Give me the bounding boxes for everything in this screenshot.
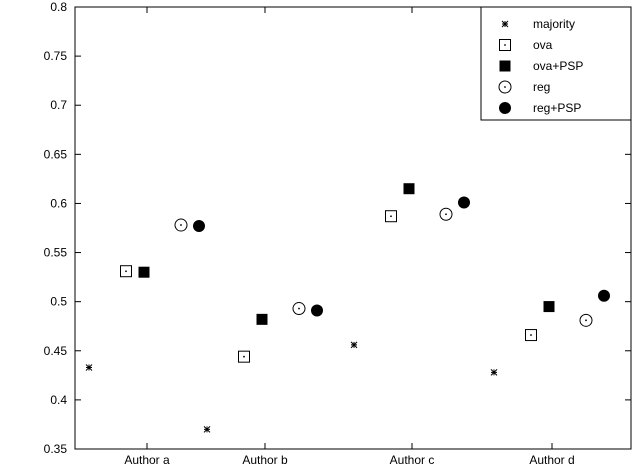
point-reg-psp [598, 289, 610, 302]
legend-marker-reg-psp [499, 102, 511, 114]
point-majority [490, 369, 498, 376]
y-tick-label: 0.5 [50, 295, 67, 309]
point-ova-psp [403, 183, 415, 195]
point-reg-psp [458, 196, 470, 209]
y-tick-label: 0.4 [50, 393, 67, 407]
y-tick-label: 0.45 [44, 344, 68, 358]
x-tick-label: Author c [390, 453, 435, 467]
point-ova [385, 210, 397, 223]
y-tick-label: 0.6 [50, 196, 67, 210]
legend-marker-majority [501, 20, 509, 28]
y-tick-label: 0.65 [44, 147, 68, 161]
x-axis: Author a Author b Author c Author d [124, 7, 575, 467]
point-majority [85, 364, 93, 371]
data-marks [85, 183, 610, 433]
y-tick-label: 0.75 [44, 49, 68, 63]
legend-marker-ova-psp [499, 60, 511, 72]
y-tick-label: 0.35 [44, 442, 68, 456]
point-ova [120, 265, 132, 278]
point-majority [350, 341, 358, 349]
legend-label: majority [533, 17, 575, 31]
point-reg-psp [193, 220, 205, 233]
y-tick-label: 0.7 [50, 98, 67, 112]
point-reg [579, 313, 593, 327]
point-reg-psp [311, 304, 323, 317]
x-tick-label: Author a [124, 453, 170, 467]
point-ova [525, 329, 537, 342]
x-tick-label: Author b [242, 453, 288, 467]
y-axis: 0.35 0.4 0.45 0.5 0.55 0.6 0.65 0.7 0.75 0.8 [44, 0, 631, 456]
legend-label: ova [533, 38, 553, 52]
y-tick-label: 0.8 [50, 0, 67, 14]
point-reg [292, 302, 306, 316]
legend-label: reg+PSP [533, 101, 581, 115]
legend-label: reg [533, 80, 550, 94]
point-ova-psp [543, 301, 555, 313]
legend-marker-ova [499, 39, 511, 51]
point-ova-psp [138, 266, 150, 278]
point-majority [203, 426, 211, 433]
legend-marker-reg [498, 80, 512, 94]
point-reg [174, 218, 188, 232]
legend: majority ova ova+PSP reg reg+PSP [480, 6, 632, 121]
point-ova [238, 350, 250, 363]
point-ova-psp [256, 313, 268, 325]
y-tick-label: 0.55 [44, 246, 68, 260]
x-tick-label: Author d [529, 453, 574, 467]
point-reg [439, 207, 453, 221]
plot-frame [74, 6, 632, 450]
legend-label: ova+PSP [533, 59, 583, 73]
